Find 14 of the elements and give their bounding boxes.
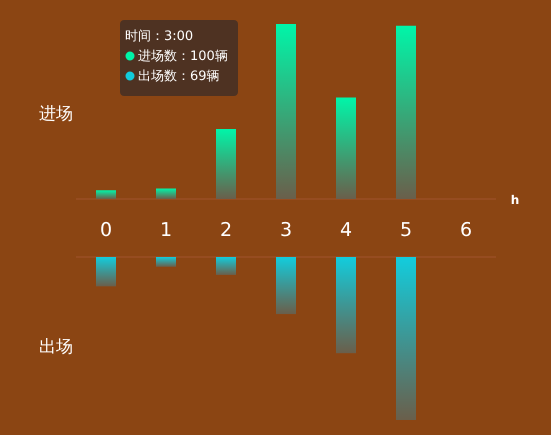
x-tick-label: 1 [160, 219, 172, 241]
tooltip: 时间：3:00 进场数：100辆 出场数：69辆 [120, 20, 238, 96]
x-tick-label: 4 [340, 219, 352, 241]
x-tick-label: 2 [220, 219, 232, 241]
x-axis-title: h [510, 193, 520, 207]
annotation: 出场数：69辆 [138, 69, 220, 84]
x-tick-label: 5 [400, 219, 412, 241]
x-tick-label: 3 [280, 219, 292, 241]
y-axis-title: 出场 [39, 337, 73, 357]
y-axis-title: 进场 [39, 104, 73, 124]
x-tick-label: 0 [100, 219, 112, 241]
annotation: 时间：3:00 [125, 29, 194, 44]
x-tick-label: 6 [460, 219, 472, 241]
annotation: 进场数：100辆 [138, 49, 228, 64]
